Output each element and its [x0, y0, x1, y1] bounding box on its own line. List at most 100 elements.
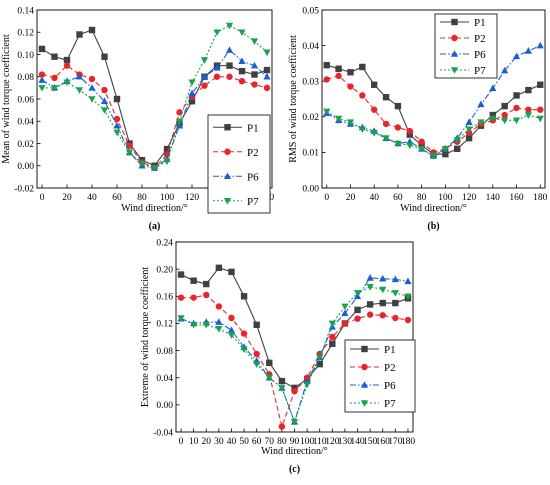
- data-point: [512, 117, 521, 125]
- data-point: [240, 346, 248, 354]
- data-point: [263, 49, 271, 57]
- y-tick-label: 0.02: [302, 113, 319, 123]
- data-point: [347, 69, 354, 76]
- data-point: [394, 140, 402, 148]
- data-point: [202, 321, 210, 329]
- data-point: [323, 61, 330, 69]
- data-point: [38, 76, 46, 83]
- y-tick-label: 0.08: [156, 347, 173, 357]
- data-point: [442, 150, 449, 158]
- x-tick-label: 180: [401, 437, 416, 447]
- data-point: [379, 286, 387, 294]
- data-point: [190, 294, 197, 301]
- data-point: [512, 52, 521, 60]
- data-point: [537, 106, 544, 113]
- data-point: [501, 111, 508, 119]
- data-point: [240, 330, 248, 337]
- data-point: [190, 277, 197, 284]
- y-tick-label: -0.04: [153, 428, 173, 438]
- y-tick-label: 0.00: [17, 162, 34, 172]
- data-point: [359, 63, 366, 71]
- x-tick-label: 130: [338, 437, 353, 447]
- data-point: [406, 142, 414, 150]
- data-point: [359, 92, 366, 99]
- x-tick-label: 10: [189, 437, 199, 447]
- legend: P1 P2 P6 P7: [344, 339, 416, 413]
- data-point: [329, 333, 336, 341]
- data-point: [536, 115, 544, 123]
- data-point: [215, 326, 223, 333]
- data-point: [335, 65, 342, 72]
- y-tick-label: 0.08: [17, 73, 34, 83]
- data-point: [113, 121, 121, 129]
- data-point: [370, 106, 378, 113]
- data-point: [489, 84, 497, 92]
- data-point: [453, 137, 461, 144]
- x-tick-label: 100: [300, 437, 315, 447]
- data-point: [394, 102, 402, 110]
- data-point: [188, 98, 196, 105]
- data-point: [370, 81, 378, 88]
- data-point: [215, 318, 223, 325]
- data-point: [278, 385, 286, 392]
- x-tick-label: 80: [137, 193, 147, 203]
- series-p7: [177, 283, 412, 426]
- series-p7: [323, 108, 544, 160]
- data-point: [525, 106, 532, 113]
- x-tick-label: 120: [325, 437, 340, 447]
- x-tick-label: 0: [40, 193, 45, 203]
- data-point: [290, 419, 299, 426]
- data-point: [392, 314, 399, 322]
- y-tick-label: 0.10: [17, 51, 34, 61]
- series-p2: [323, 72, 544, 156]
- y-tick-label: 0.02: [17, 140, 34, 150]
- x-tick-label: 20: [346, 193, 356, 203]
- data-point: [406, 127, 413, 135]
- y-tick-label: 0.06: [17, 95, 34, 105]
- data-point: [382, 135, 390, 142]
- legend-entry-p6: P6: [247, 171, 259, 183]
- data-point: [379, 312, 386, 319]
- y-tick-label: 0.20: [156, 265, 173, 275]
- data-point: [329, 340, 336, 347]
- y-axis-title: Mean of wind torque coefficient: [1, 34, 12, 163]
- data-point: [323, 108, 331, 116]
- data-point: [379, 274, 387, 282]
- data-point: [404, 277, 412, 285]
- x-tick-label: 80: [417, 193, 427, 203]
- data-point: [382, 120, 390, 128]
- y-tick-label: 0.03: [302, 78, 319, 88]
- y-tick-label: 0.04: [156, 374, 173, 384]
- data-point: [366, 274, 374, 281]
- data-point: [175, 121, 184, 129]
- data-point: [346, 119, 355, 126]
- y-tick-label: 0.24: [156, 238, 173, 248]
- data-point: [501, 117, 509, 125]
- data-point: [215, 303, 223, 310]
- panel-label: (b): [427, 221, 439, 232]
- x-tick-label: 0: [324, 193, 329, 203]
- legend-entry-p6: P6: [384, 380, 396, 392]
- data-point: [524, 47, 532, 54]
- series-line: [326, 75, 541, 154]
- y-tick-label: 0.14: [17, 6, 34, 16]
- data-point: [177, 271, 185, 278]
- data-point: [150, 165, 159, 172]
- data-point: [188, 79, 196, 87]
- x-axis-title: Wind direction/°: [261, 446, 328, 457]
- data-point: [177, 294, 185, 301]
- data-point: [200, 72, 209, 80]
- data-point: [238, 78, 246, 85]
- data-point: [263, 66, 271, 74]
- data-point: [113, 129, 121, 137]
- data-point: [263, 84, 271, 92]
- legend-entry-p7: P7: [474, 65, 486, 77]
- data-point: [347, 83, 354, 90]
- data-point: [176, 109, 183, 116]
- x-tick-label: 40: [369, 193, 379, 203]
- data-point: [88, 84, 96, 91]
- legend-marker: [451, 34, 458, 42]
- data-point: [250, 61, 259, 69]
- data-point: [323, 76, 330, 83]
- data-point: [250, 38, 259, 45]
